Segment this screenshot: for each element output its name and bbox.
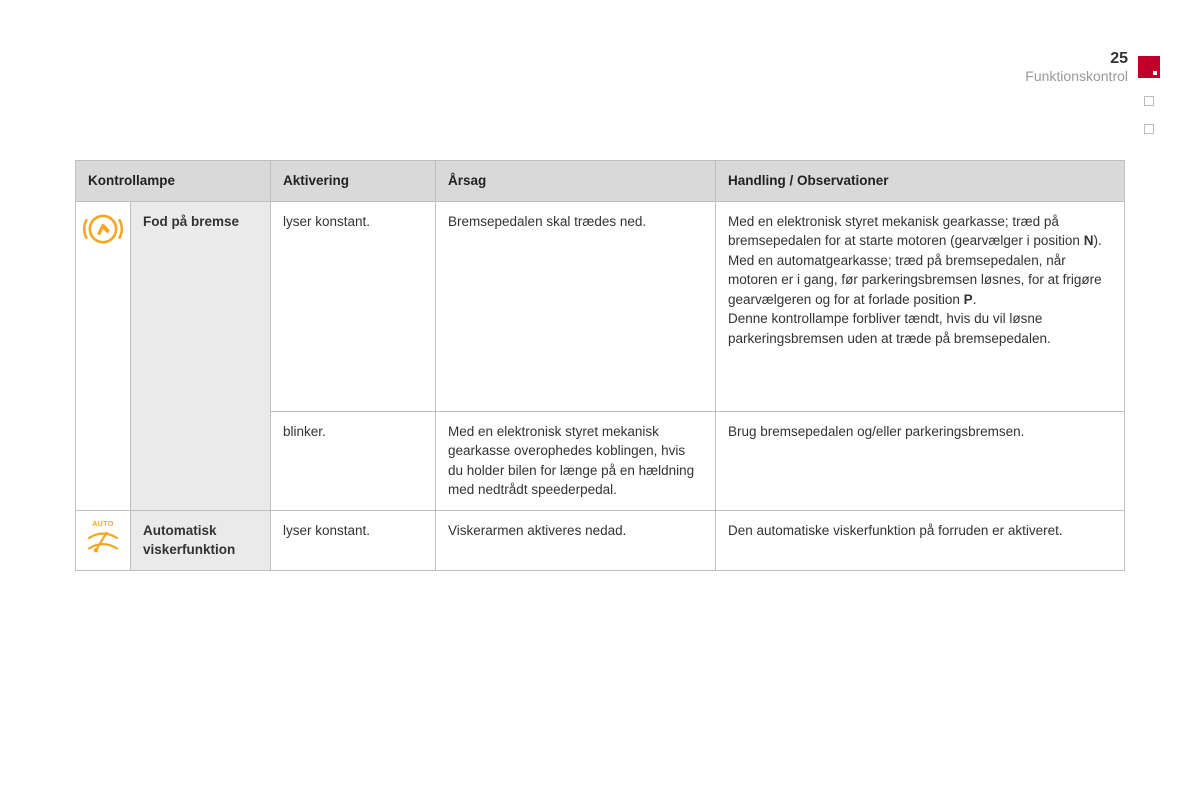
activation-cell: lyser konstant. bbox=[271, 510, 436, 571]
handling-text: ). bbox=[1093, 233, 1101, 248]
warning-light-table: Kontrollampe Aktivering Årsag Handling /… bbox=[75, 160, 1125, 571]
handling-cell: Den automatiske viskerfunktion på forrud… bbox=[716, 510, 1125, 571]
table-row: AUTO Automatisk viskerfunktion lyser kon… bbox=[76, 510, 1125, 571]
icon-cell bbox=[76, 201, 131, 510]
svg-text:AUTO: AUTO bbox=[92, 521, 114, 528]
lamp-name: Automatisk viskerfunktion bbox=[131, 510, 271, 571]
handling-bold: N bbox=[1084, 233, 1094, 248]
activation-cell: blinker. bbox=[271, 411, 436, 510]
header-aktivering: Aktivering bbox=[271, 161, 436, 202]
table-row: Fod på bremse lyser konstant. Bremsepeda… bbox=[76, 201, 1125, 411]
handling-text: Med en automatgearkasse; træd på bremsep… bbox=[728, 253, 1102, 307]
handling-text: . bbox=[973, 292, 977, 307]
handling-cell: Med en elektronisk styret mekanisk geark… bbox=[716, 201, 1125, 411]
page-number: 25 bbox=[1025, 50, 1128, 68]
handling-cell: Brug bremsepedalen og/eller parkeringsbr… bbox=[716, 411, 1125, 510]
cause-cell: Viskerarmen aktiveres nedad. bbox=[436, 510, 716, 571]
section-title: Funktionskontrol bbox=[1025, 68, 1128, 84]
brand-marker-icon bbox=[1138, 56, 1160, 78]
section-marker-icon bbox=[1144, 96, 1154, 106]
lamp-name: Fod på bremse bbox=[131, 201, 271, 510]
side-markers bbox=[1138, 56, 1160, 134]
section-marker-icon bbox=[1144, 124, 1154, 134]
header-kontrollampe: Kontrollampe bbox=[76, 161, 271, 202]
table-header-row: Kontrollampe Aktivering Årsag Handling /… bbox=[76, 161, 1125, 202]
activation-cell: lyser konstant. bbox=[271, 201, 436, 411]
header-arsag: Årsag bbox=[436, 161, 716, 202]
auto-wiper-icon: AUTO bbox=[82, 517, 124, 559]
handling-text: Med en elektronisk styret mekanisk geark… bbox=[728, 214, 1084, 249]
header-handling: Handling / Observationer bbox=[716, 161, 1125, 202]
cause-cell: Bremsepedalen skal trædes ned. bbox=[436, 201, 716, 411]
handling-text: Denne kontrollampe forbliver tændt, hvis… bbox=[728, 311, 1051, 346]
foot-brake-icon bbox=[82, 208, 124, 250]
handling-bold: P bbox=[964, 292, 973, 307]
icon-cell: AUTO bbox=[76, 510, 131, 571]
cause-cell: Med en elektronisk styret mekanisk geark… bbox=[436, 411, 716, 510]
